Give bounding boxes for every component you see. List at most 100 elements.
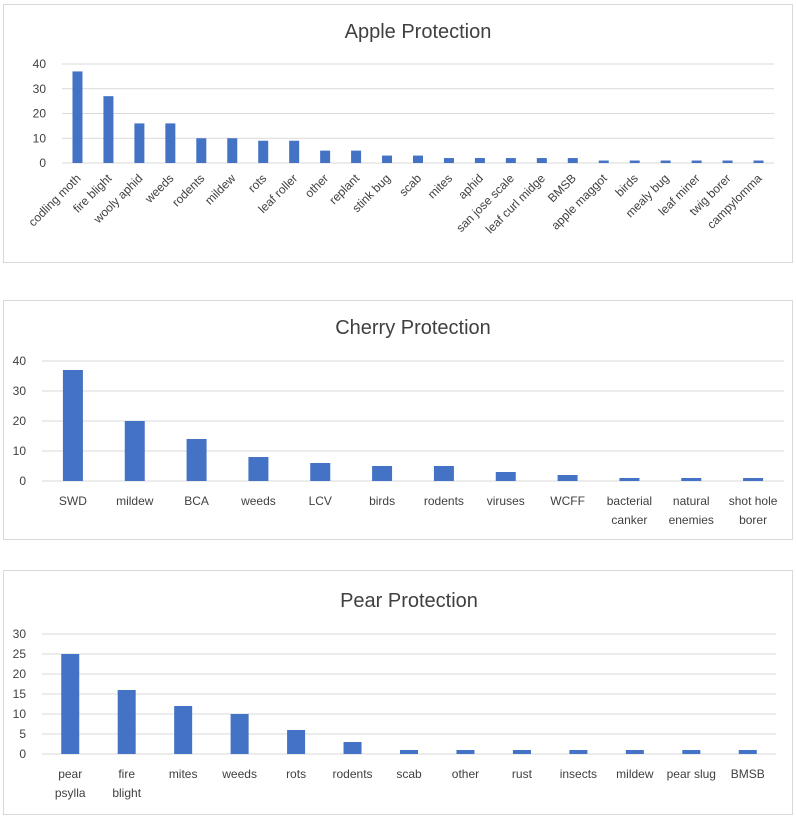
cherry-x-tick-label: SWD: [59, 494, 87, 508]
apple-bar: [753, 160, 764, 163]
cherry-bar: [433, 466, 454, 481]
apple-bar: [691, 160, 702, 163]
pear-bar: [117, 690, 136, 754]
apple-chart-title: Apple Protection: [345, 21, 492, 43]
pear-y-tick-label: 20: [13, 667, 27, 681]
cherry-x-tick-label: natural enemies: [669, 494, 714, 527]
apple-x-tick-label: mites: [425, 171, 455, 201]
pear-x-tick-label: BMSB: [731, 767, 765, 781]
cherry-chart-title: Cherry Protection: [335, 317, 491, 339]
pear-bar: [456, 750, 475, 754]
pear-x-tick-label: pear psylla: [55, 767, 86, 800]
pear-x-tick-label: insects: [560, 767, 597, 781]
apple-bar: [289, 140, 300, 163]
cherry-x-tick-label: birds: [369, 494, 395, 508]
pear-bar: [230, 714, 249, 754]
apple-x-tick-label: rodents: [169, 171, 207, 209]
cherry-bar: [248, 457, 269, 481]
pear-y-tick-label: 25: [13, 647, 27, 661]
cherry-bar: [310, 463, 331, 481]
pear-bar: [738, 750, 757, 754]
apple-bar: [382, 155, 393, 163]
cherry-bar: [495, 472, 516, 481]
apple-x-tick-label: scab: [396, 171, 424, 199]
apple-bar: [351, 150, 362, 163]
pear-bar: [174, 706, 193, 754]
cherry-bar: [124, 421, 145, 481]
cherry-bar: [619, 478, 640, 481]
cherry-bar: [186, 439, 207, 481]
apple-y-tick-label: 40: [33, 57, 47, 71]
pear-protection-chart: Pear Protection 0 5 10 15 20 25 30 pear psylla fir…: [3, 570, 793, 815]
pear-x-tick-label: mites: [169, 767, 198, 781]
apple-bar: [413, 155, 423, 163]
pear-x-tick-label: weeds: [221, 767, 257, 781]
pear-bar: [625, 750, 644, 754]
apple-protection-chart: Apple Protection 0 10 20 30 40 codling moth fir…: [3, 4, 793, 263]
cherry-bar: [62, 370, 83, 481]
apple-bar: [567, 158, 578, 163]
cherry-chart-svg: Cherry Protection 0 10 20 30 40 SWD mildew BCA we…: [13, 317, 784, 527]
cherry-y-tick-label: 40: [13, 354, 27, 368]
pear-chart-svg: Pear Protection 0 5 10 15 20 25 30 pear psylla fir…: [13, 590, 776, 800]
pear-x-tick-label: scab: [396, 767, 422, 781]
cherry-y-tick-label: 10: [13, 444, 27, 458]
pear-bar: [512, 750, 531, 754]
cherry-x-tick-label: LCV: [309, 494, 332, 508]
apple-bar: [598, 160, 609, 163]
pear-x-tick-label: rots: [286, 767, 306, 781]
apple-bar: [196, 138, 207, 163]
pear-bar: [287, 730, 306, 754]
cherry-y-tick-label: 20: [13, 414, 27, 428]
cherry-bar: [557, 475, 578, 481]
apple-bar: [320, 150, 331, 163]
apple-bar: [72, 71, 83, 163]
pear-x-tick-label: rodents: [333, 767, 373, 781]
apple-bar: [505, 158, 516, 163]
cherry-x-tick-label: WCFF: [550, 494, 585, 508]
pear-x-tick-label: mildew: [616, 767, 654, 781]
apple-y-tick-label: 30: [33, 82, 47, 96]
apple-bar: [103, 96, 114, 163]
cherry-x-tick-label: mildew: [116, 494, 154, 508]
cherry-x-tick-label: viruses: [487, 494, 525, 508]
cherry-bar: [743, 478, 764, 481]
apple-bar: [443, 158, 454, 163]
apple-bar: [660, 160, 671, 163]
pear-bar: [400, 750, 418, 754]
apple-bar: [227, 138, 238, 163]
apple-x-tick-label: mildew: [202, 171, 239, 208]
cherry-x-tick-label: bacterial canker: [607, 494, 652, 527]
apple-x-tick-label: rots: [245, 171, 269, 195]
cherry-y-tick-label: 0: [19, 474, 26, 488]
apple-bar: [629, 160, 640, 163]
pear-y-tick-label: 30: [13, 627, 27, 641]
pear-bar: [343, 742, 362, 754]
apple-bar: [536, 158, 547, 163]
cherry-x-tick-label: rodents: [424, 494, 464, 508]
apple-bar: [474, 158, 485, 163]
apple-bar: [258, 140, 269, 163]
apple-bar: [722, 160, 733, 163]
cherry-y-tick-label: 30: [13, 384, 27, 398]
pear-x-tick-label: pear slug: [667, 767, 716, 781]
pear-bar: [569, 750, 588, 754]
apple-y-tick-label: 0: [39, 156, 46, 170]
pear-bar: [61, 654, 80, 754]
cherry-bar: [372, 466, 393, 481]
cherry-x-tick-label: weeds: [240, 494, 276, 508]
pear-y-tick-label: 10: [13, 707, 27, 721]
pear-y-tick-label: 0: [19, 747, 26, 761]
pear-bar: [682, 750, 701, 754]
pear-x-tick-label: other: [452, 767, 479, 781]
pear-x-tick-label: rust: [512, 767, 533, 781]
apple-bar: [165, 123, 176, 163]
pear-y-tick-label: 5: [19, 727, 26, 741]
pear-y-tick-label: 15: [13, 687, 27, 701]
apple-bar: [134, 123, 145, 163]
pear-chart-title: Pear Protection: [340, 590, 478, 612]
apple-y-tick-label: 20: [33, 107, 47, 121]
pear-x-tick-label: fire blight: [112, 767, 141, 800]
cherry-x-tick-label: BCA: [184, 494, 209, 508]
